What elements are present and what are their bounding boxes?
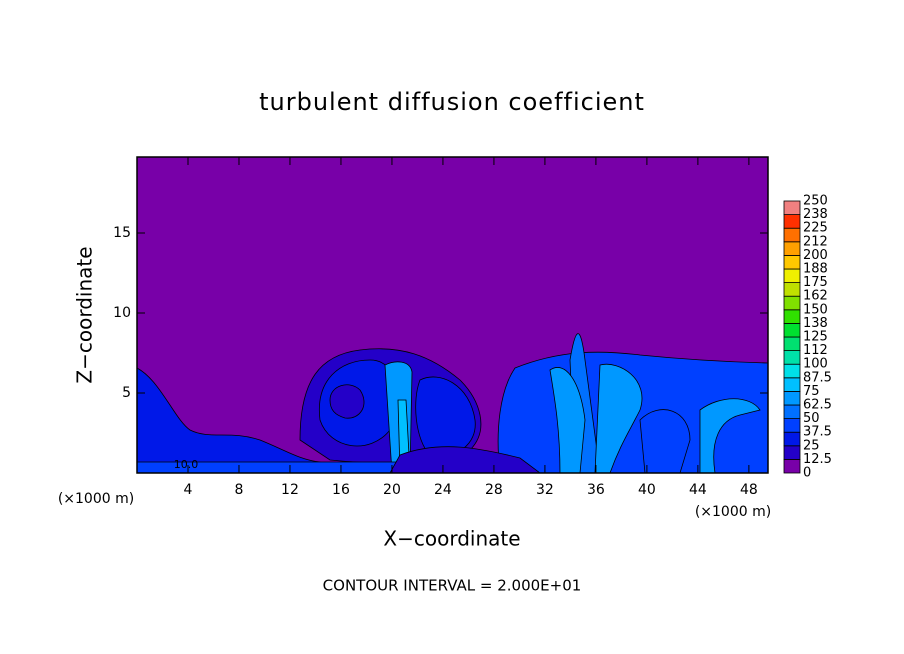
colorbar-label: 238 [803,207,828,222]
colorbar-segment [783,363,801,379]
colorbar-segment [783,390,801,406]
colorbar-label: 100 [803,357,828,372]
contour-annotation: 10.0 [174,458,199,471]
colorbar-label: 175 [803,275,828,290]
colorbar-segment [783,350,801,365]
colorbar-segment [783,254,801,270]
colorbar-label: 0 [803,466,811,481]
colorbar-segment [783,377,801,392]
x-tick-label: 4 [184,482,193,498]
colorbar-segment [783,431,801,447]
x-tick-label: 32 [536,482,554,498]
y-tick-label: 15 [113,225,131,241]
x-axis-label: X−coordinate [383,527,520,551]
x-unit-label: (×1000 m) [695,504,771,520]
x-unit-label: (×1000 m) [58,491,134,507]
colorbar-segment [783,241,801,256]
y-tick-label: 5 [122,385,131,401]
colorbar-segment [783,322,801,338]
x-tick-label: 8 [235,482,244,498]
colorbar-label: 12.5 [803,452,832,467]
colorbar-label: 75 [803,384,820,399]
y-tick-label: 10 [113,305,131,321]
colorbar-segment [783,458,801,474]
x-tick-label: 16 [332,482,350,498]
colorbar-label: 162 [803,289,828,304]
colorbar-label: 50 [803,411,820,426]
colorbar-segment [783,268,801,284]
x-tick-label: 44 [689,482,707,498]
colorbar-label: 37.5 [803,425,832,440]
x-tick-label: 36 [587,482,605,498]
colorbar-label: 125 [803,330,828,345]
footer-note: CONTOUR INTERVAL = 2.000E+01 [323,577,582,595]
field [137,333,768,473]
colorbar-label: 138 [803,316,828,331]
colorbar-segment [783,404,801,420]
x-tick-label: 28 [485,482,503,498]
colorbar-segment [783,227,801,243]
colorbar-segment [783,418,801,433]
colorbar-label: 200 [803,248,828,263]
colorbar-label: 225 [803,221,828,236]
colorbar-segment [783,445,801,460]
x-tick-label: 12 [281,482,299,498]
x-tick-label: 24 [434,482,452,498]
chart-title: turbulent diffusion coefficient [259,88,645,116]
colorbar-segment [783,309,801,324]
x-tick-label: 40 [638,482,656,498]
x-tick-label: 48 [740,482,758,498]
plot-frame [136,156,769,474]
x-tick-label: 20 [383,482,401,498]
colorbar-label: 112 [803,343,828,358]
colorbar-label: 87.5 [803,370,832,385]
colorbar-label: 62.5 [803,398,832,413]
colorbar-segment [783,282,801,297]
colorbar-label: 212 [803,234,828,249]
colorbar-segment [783,214,801,229]
colorbar-label: 188 [803,262,828,277]
colorbar-segment [783,336,801,352]
colorbar-segment [783,295,801,311]
colorbar-label: 250 [803,194,828,209]
colorbar-label: 25 [803,438,820,453]
colorbar-segment [783,200,801,216]
y-axis-label: Z−coordinate [73,246,97,383]
colorbar-label: 150 [803,302,828,317]
